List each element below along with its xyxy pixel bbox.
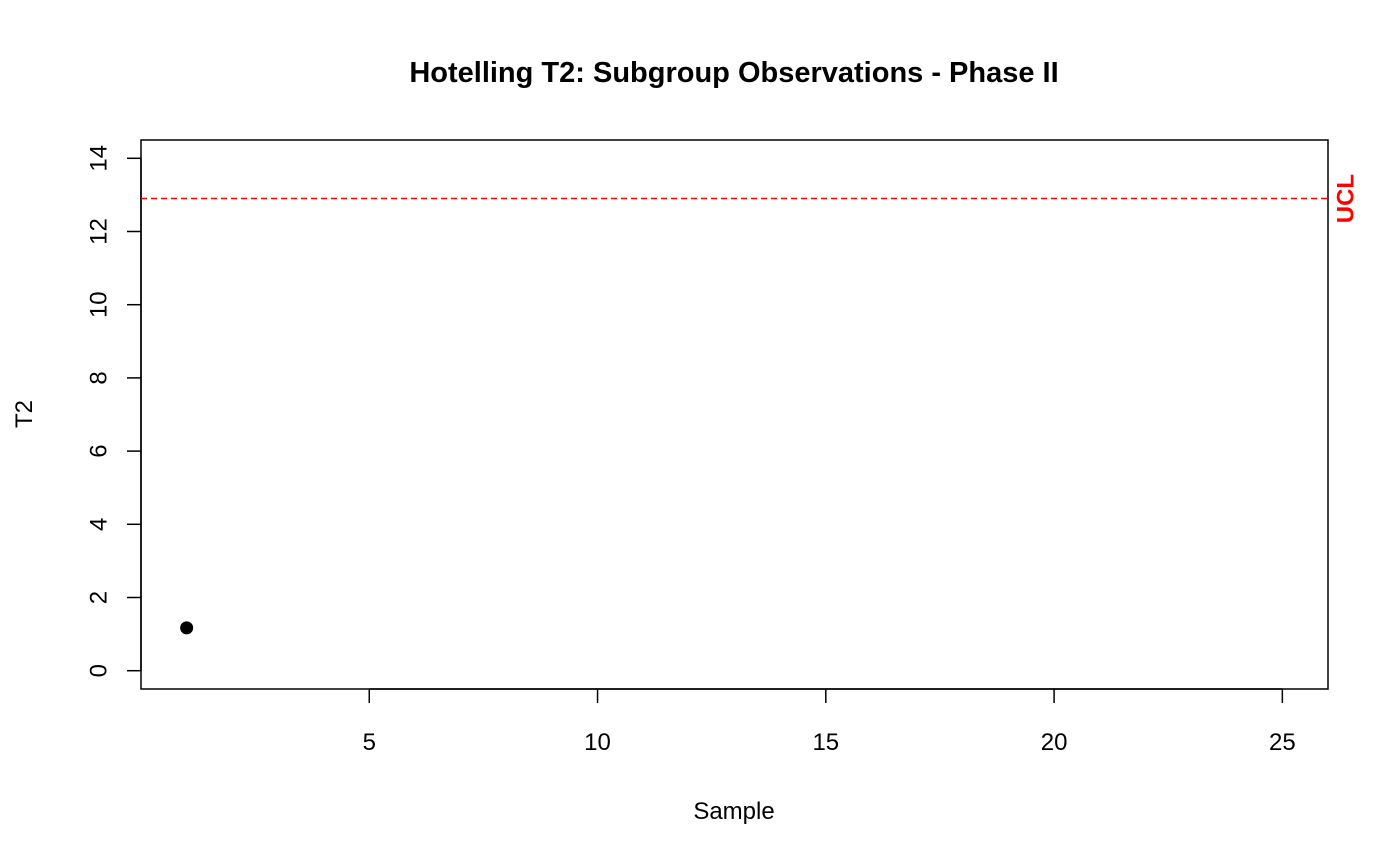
x-axis: 5 10 15 20 25	[363, 688, 1296, 756]
data-point	[180, 621, 194, 635]
x-tick-label: 20	[1041, 729, 1068, 756]
y-tick-label: 12	[86, 218, 113, 245]
x-tick-label: 25	[1269, 729, 1296, 756]
y-tick-label: 2	[86, 591, 113, 604]
plot-frame	[140, 139, 1329, 690]
y-tick-label: 8	[86, 371, 113, 384]
data-points	[180, 621, 194, 635]
y-tick-label: 4	[86, 518, 113, 531]
y-tick-label: 14	[86, 145, 113, 172]
y-axis: 0 2 4 6 8 10 12 14	[86, 145, 142, 677]
y-tick-label: 6	[86, 444, 113, 457]
chart-title: Hotelling T2: Subgroup Observations - Ph…	[409, 57, 1058, 89]
control-limits: UCL	[141, 174, 1360, 223]
x-tick-label: 5	[363, 729, 376, 756]
x-axis-label: Sample	[693, 798, 774, 825]
y-axis-label: T2	[11, 400, 38, 428]
y-tick-label: 0	[86, 664, 113, 677]
x-tick-label: 10	[584, 729, 611, 756]
x-tick-label: 15	[812, 729, 839, 756]
ucl-label: UCL	[1333, 174, 1360, 223]
y-tick-label: 10	[86, 291, 113, 318]
